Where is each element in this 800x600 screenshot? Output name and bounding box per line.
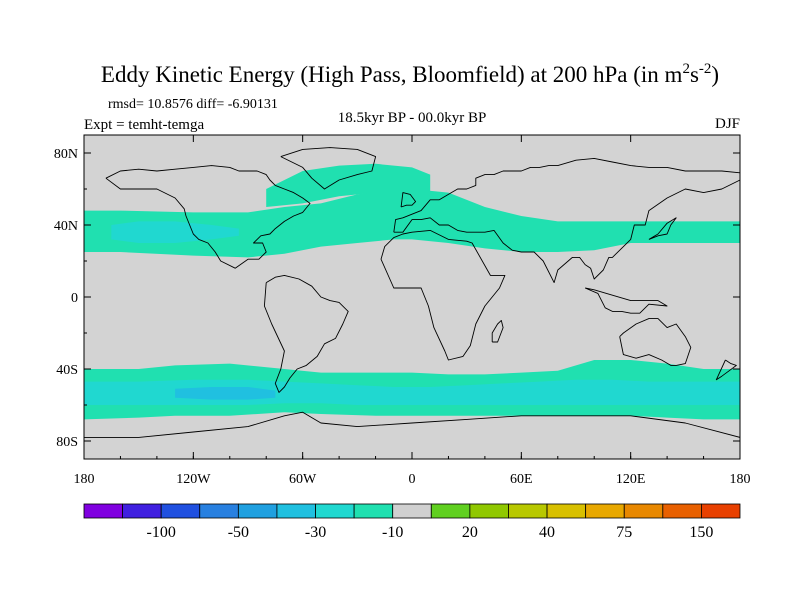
title-close: ) [711,62,719,87]
colorbar-label: -10 [382,524,403,541]
colorbar-box [83,503,123,519]
colorbar-box [508,503,548,519]
coast-madagascar [491,319,504,343]
y-tick-label: 0 [71,291,78,306]
coast-new-zealand [715,359,737,381]
coast-greenland [280,147,377,190]
colorbar-box [122,503,162,519]
x-tick-label: 0 [409,472,416,487]
x-tick-label: 60W [289,472,317,487]
colorbar-label: 40 [539,524,555,541]
x-axis: 180 120W 60W 0 60E 120E 180 [74,135,751,487]
chart-title: Eddy Kinetic Energy (High Pass, Bloomfie… [101,61,719,87]
band-north-atlantic-high [266,163,431,207]
y-tick-label: 40S [56,363,78,378]
experiment-label: Expt = temht-temga [84,117,204,133]
band-nh-storm-track [84,189,740,258]
colorbar-box [701,503,741,519]
x-tick-label: 180 [74,472,95,487]
title-mid: s [690,62,699,87]
colorbar-box [546,503,587,519]
colorbar-box [585,503,625,519]
colorbar-box [276,503,316,519]
x-tick-label: 120E [616,472,646,487]
colorbar-box [237,503,278,519]
colorbar-box [662,503,702,519]
colorbar-box [315,503,355,519]
coast-australia [619,318,692,366]
anomaly-fill-layer [84,163,740,420]
coast-british-isles [400,192,417,208]
coast-africa [380,229,506,361]
colorbar-box [623,503,664,519]
colorbar-label: -30 [305,524,326,541]
colorbar-label: -50 [228,524,249,541]
y-tick-label: 80S [56,435,78,450]
y-tick-label: 80N [54,147,78,162]
coast-north-america [105,165,311,269]
colorbar-box [160,503,201,519]
season-label: DJF [715,116,740,132]
coast-indonesia [584,287,668,314]
band-sh-core [175,387,276,400]
period-label: 18.5kyr BP - 00.0kyr BP [338,110,487,126]
colorbar: -100 -50 -30 -10 20 40 75 150 [83,503,741,541]
coast-eurasia [393,157,740,284]
colorbar-label: 20 [462,524,478,541]
coast-antarctica [84,411,740,438]
coast-japan [648,217,677,240]
title-main: Eddy Kinetic Energy (High Pass, Bloomfie… [101,62,683,87]
coastline-layer [84,147,740,438]
colorbar-box [353,503,394,519]
colorbar-label: -100 [147,524,176,541]
title-sup-2: -2 [699,61,712,77]
x-tick-label: 120W [176,472,211,487]
colorbar-label: 75 [616,524,632,541]
colorbar-box [469,503,509,519]
colorbar-box [430,503,471,519]
y-axis: 80N 40N 0 40S 80S [54,147,740,450]
title-sup-1: 2 [682,61,690,77]
x-tick-label: 60E [510,472,533,487]
colorbar-box [199,503,239,519]
band-nh-core [111,221,239,243]
x-tick-label: 180 [730,472,751,487]
y-tick-label: 40N [54,219,78,234]
colorbar-label: 150 [689,524,713,541]
colorbar-box [392,503,432,519]
coast-south-america [263,274,349,393]
stats-label: rmsd= 10.8576 diff= -6.90131 [108,97,278,112]
